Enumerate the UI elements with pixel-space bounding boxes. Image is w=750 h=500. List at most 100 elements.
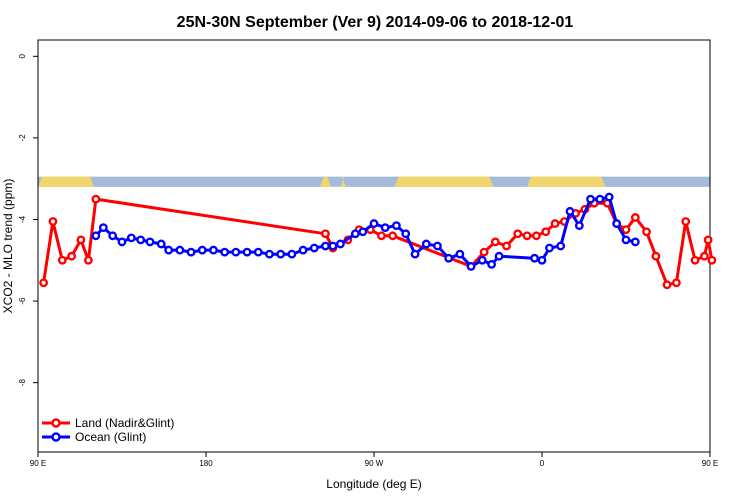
data-point bbox=[175, 245, 185, 255]
data-point bbox=[380, 223, 390, 233]
x-tick-label: 90 E bbox=[30, 459, 46, 468]
series-line bbox=[42, 197, 714, 287]
data-point bbox=[530, 253, 539, 263]
data-point bbox=[490, 237, 500, 247]
data-point bbox=[117, 237, 127, 247]
data-point bbox=[220, 247, 230, 257]
data-point bbox=[642, 227, 651, 237]
data-point bbox=[57, 255, 67, 265]
data-point bbox=[595, 194, 605, 204]
data-point bbox=[48, 217, 58, 226]
land-strip-segment bbox=[340, 176, 346, 187]
data-point bbox=[556, 241, 566, 251]
data-point bbox=[522, 231, 532, 241]
data-point bbox=[532, 231, 541, 241]
legend-marker bbox=[51, 432, 61, 442]
data-point bbox=[690, 255, 700, 265]
x-tick-label: 90 W bbox=[365, 459, 384, 468]
data-point bbox=[328, 241, 338, 251]
data-point bbox=[537, 255, 547, 265]
legend-item: Land (Nadir&Glint) bbox=[42, 416, 174, 430]
ocean-strip bbox=[38, 176, 710, 187]
data-point bbox=[242, 247, 252, 257]
data-point bbox=[253, 247, 263, 257]
data-point bbox=[421, 239, 431, 249]
plot-frame bbox=[37, 39, 711, 453]
data-point bbox=[321, 241, 330, 251]
data-point bbox=[377, 231, 386, 241]
data-point bbox=[401, 229, 411, 239]
data-point bbox=[126, 233, 136, 243]
chart-title: 25N-30N September (Ver 9) 2014-09-06 to … bbox=[177, 14, 574, 31]
data-point bbox=[145, 237, 155, 247]
legend-marker bbox=[51, 418, 61, 428]
data-point bbox=[76, 235, 86, 245]
data-point bbox=[309, 243, 319, 253]
data-point bbox=[91, 194, 101, 204]
x-tick-label: 90 E bbox=[702, 459, 718, 468]
data-point bbox=[672, 278, 681, 288]
data-point bbox=[265, 249, 274, 259]
data-point bbox=[108, 231, 118, 241]
y-tick-label: 0 bbox=[18, 54, 27, 59]
data-point bbox=[662, 280, 672, 290]
data-point bbox=[231, 247, 241, 257]
data-point bbox=[369, 219, 379, 228]
data-point bbox=[612, 219, 622, 228]
data-point bbox=[703, 235, 713, 245]
data-point bbox=[444, 253, 454, 263]
legend-item: Ocean (Glint) bbox=[42, 430, 146, 444]
data-point bbox=[651, 251, 661, 261]
data-point bbox=[98, 223, 108, 233]
data-point bbox=[604, 192, 614, 202]
x-axis-label: Longitude (deg E) bbox=[326, 477, 421, 491]
y-axis-label: XCO2 - MLO trend (ppm) bbox=[1, 179, 15, 314]
y-tick-label: -4 bbox=[18, 215, 27, 223]
data-point bbox=[84, 255, 93, 265]
data-point bbox=[388, 231, 398, 241]
y-tick-label: -6 bbox=[18, 297, 27, 305]
x-tick-label: 0 bbox=[540, 459, 545, 468]
data-point bbox=[550, 219, 560, 228]
data-point bbox=[466, 261, 476, 271]
data-point bbox=[67, 251, 77, 261]
data-point bbox=[298, 245, 308, 255]
data-point bbox=[321, 229, 330, 239]
data-point bbox=[574, 221, 584, 231]
data-point bbox=[707, 255, 717, 265]
data-point bbox=[621, 225, 631, 235]
data-point bbox=[700, 251, 709, 261]
y-tick-label: -2 bbox=[18, 134, 27, 142]
data-point bbox=[455, 249, 465, 259]
data-point bbox=[39, 278, 48, 288]
data-point bbox=[136, 235, 146, 245]
data-point bbox=[410, 249, 420, 259]
data-point bbox=[479, 247, 489, 257]
data-point bbox=[276, 249, 286, 259]
data-point bbox=[630, 237, 640, 247]
data-point bbox=[186, 247, 196, 257]
data-point bbox=[335, 239, 345, 249]
y-tick-label: -8 bbox=[18, 379, 27, 387]
data-point bbox=[630, 213, 640, 222]
data-point bbox=[350, 229, 360, 239]
data-point bbox=[209, 245, 218, 255]
land-strip-segment bbox=[319, 176, 332, 187]
data-point bbox=[156, 239, 166, 249]
land-strip-segment bbox=[38, 176, 94, 187]
legend-label: Ocean (Glint) bbox=[75, 430, 146, 444]
y-axis: 0 -2 -4 -6 -8 bbox=[18, 54, 38, 387]
legend-label: Land (Nadir&Glint) bbox=[75, 416, 174, 430]
data-point bbox=[433, 241, 442, 251]
land-strip-segment bbox=[394, 176, 494, 187]
x-axis: 90 E 180 90 W 0 90 E bbox=[30, 452, 718, 468]
data-point bbox=[197, 245, 207, 255]
data-point bbox=[91, 231, 101, 241]
surface-strip bbox=[38, 176, 710, 187]
x-tick-label: 180 bbox=[199, 459, 213, 468]
data-point bbox=[681, 217, 691, 226]
data-point bbox=[391, 221, 401, 231]
data-point bbox=[494, 251, 504, 261]
legend: Land (Nadir&Glint)Ocean (Glint) bbox=[42, 416, 174, 444]
